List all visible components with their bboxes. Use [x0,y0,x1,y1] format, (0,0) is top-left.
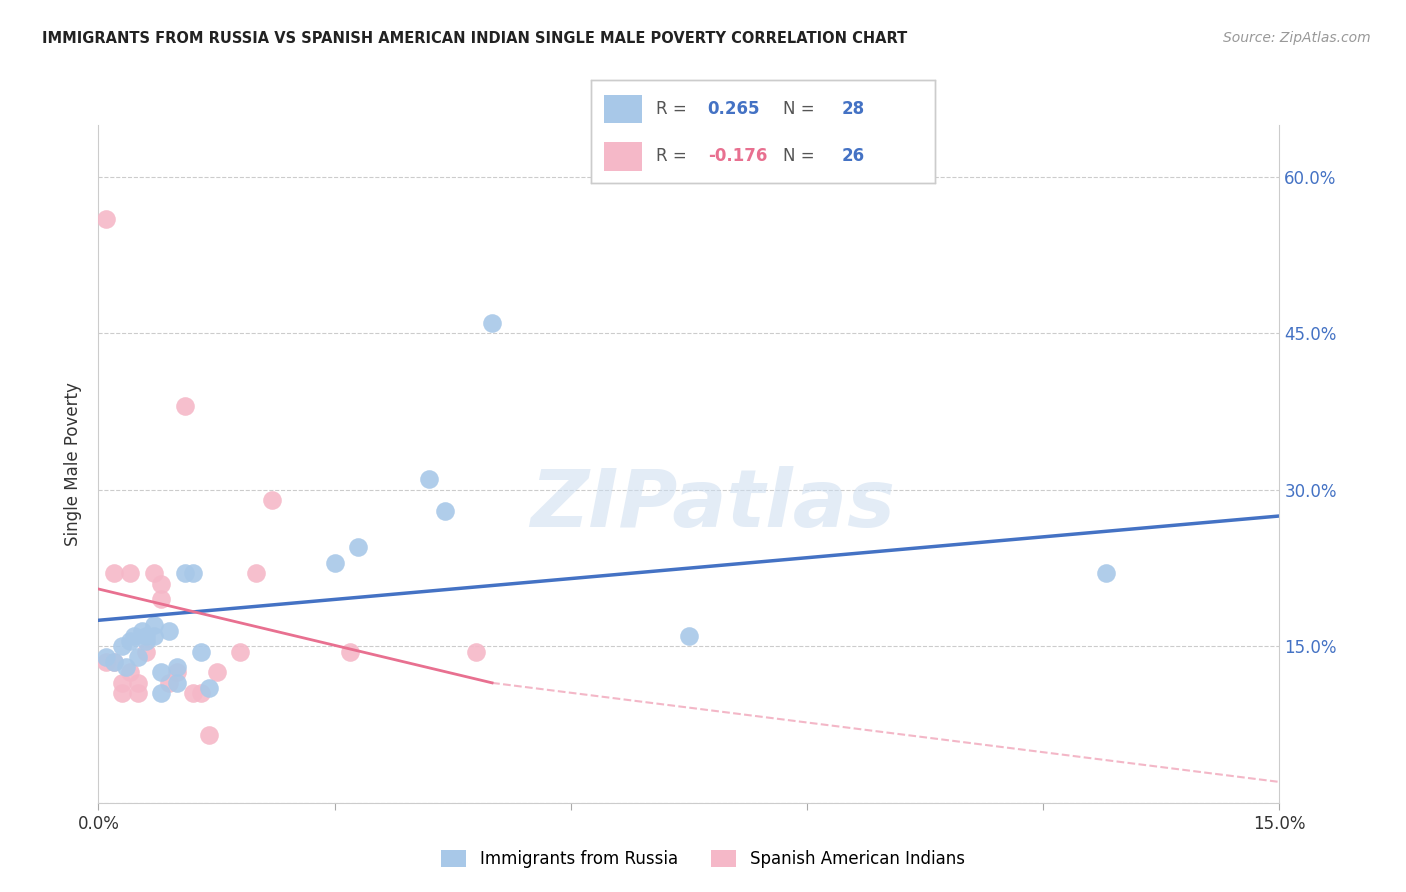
Point [181,686,204,700]
Text: -0.176: -0.176 [707,147,768,165]
Point [131,624,153,638]
Text: ZIPatlas: ZIPatlas [530,466,896,543]
Bar [605,95,643,123]
Point [260,493,283,508]
Point [115,660,138,674]
Point [103,655,125,669]
Y-axis label: Single Male Poverty: Single Male Poverty [65,382,83,546]
Text: IMMIGRANTS FROM RUSSIA VS SPANISH AMERICAN INDIAN SINGLE MALE POVERTY CORRELATIO: IMMIGRANTS FROM RUSSIA VS SPANISH AMERIC… [42,31,907,46]
Point [481,316,503,330]
Point [205,665,228,680]
Point [142,566,165,581]
Point [127,649,149,664]
Point [245,566,267,581]
Text: 0.265: 0.265 [707,100,761,118]
Point [157,624,180,638]
Text: N =: N = [783,100,815,118]
Point [166,665,188,680]
Point [433,504,456,518]
Point [229,644,252,658]
Point [678,629,700,643]
Point [323,556,346,570]
Point [96,655,118,669]
Point [135,644,157,658]
Point [1095,566,1118,581]
Text: 26: 26 [842,147,865,165]
Point [135,634,157,648]
Point [111,640,134,654]
Point [96,649,118,664]
Point [96,211,118,226]
Point [150,686,173,700]
Point [174,400,197,414]
Text: R =: R = [657,100,686,118]
Bar [605,142,643,170]
Point [150,592,173,607]
Text: 28: 28 [842,100,865,118]
Point [465,644,488,658]
Point [118,665,141,680]
Point [181,566,204,581]
Point [174,566,197,581]
Point [150,665,173,680]
Point [142,629,165,643]
Point [111,686,134,700]
Point [197,681,219,695]
Text: R =: R = [657,147,686,165]
FancyBboxPatch shape [591,80,935,183]
Point [150,576,173,591]
Point [197,728,219,742]
Point [127,686,149,700]
Point [103,566,125,581]
Point [127,676,149,690]
Point [166,660,188,674]
Point [166,676,188,690]
Text: Source: ZipAtlas.com: Source: ZipAtlas.com [1223,31,1371,45]
Point [111,676,134,690]
Point [339,644,361,658]
Legend: Immigrants from Russia, Spanish American Indians: Immigrants from Russia, Spanish American… [434,843,972,875]
Point [190,644,212,658]
Point [347,541,370,555]
Point [103,655,125,669]
Point [418,473,440,487]
Point [118,566,141,581]
Point [135,629,157,643]
Point [118,634,141,648]
Point [190,686,212,700]
Point [142,618,165,632]
Point [157,676,180,690]
Text: N =: N = [783,147,815,165]
Point [122,629,145,643]
